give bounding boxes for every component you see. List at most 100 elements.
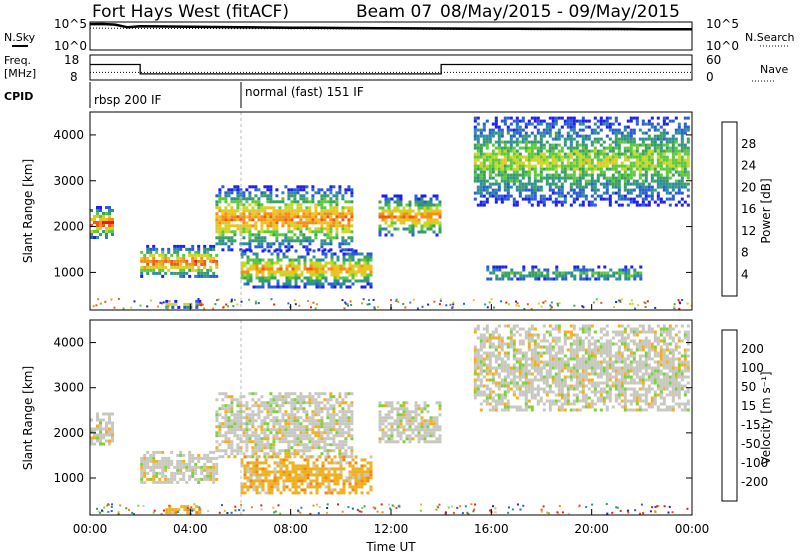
data-cell <box>188 477 192 481</box>
data-cell <box>635 203 639 207</box>
data-cell <box>488 378 492 382</box>
data-cell <box>635 194 639 198</box>
data-cell <box>242 197 246 201</box>
data-cell <box>266 413 270 417</box>
data-cell <box>566 116 570 120</box>
data-cell <box>257 407 261 411</box>
data-cell <box>629 176 633 180</box>
data-cell <box>659 197 663 201</box>
data-cell <box>305 428 309 432</box>
data-cell <box>218 188 222 192</box>
data-cell <box>297 467 301 471</box>
data-cell <box>494 348 498 352</box>
data-cell <box>105 439 108 443</box>
data-cell <box>296 449 300 453</box>
data-cell <box>255 473 259 477</box>
data-cell <box>608 125 612 129</box>
data-cell <box>426 206 430 210</box>
data-cell <box>108 221 111 224</box>
data-cell <box>530 203 534 207</box>
data-cell <box>381 212 385 216</box>
data-cell <box>482 342 486 346</box>
data-cell <box>417 422 421 426</box>
data-cell <box>140 265 144 269</box>
data-cell <box>351 458 355 462</box>
data-cell <box>188 468 192 472</box>
data-cell <box>263 446 267 450</box>
data-cell <box>185 259 189 263</box>
nave-label: Nave <box>760 63 788 76</box>
data-cell <box>506 336 510 340</box>
data-cell <box>267 479 271 483</box>
data-cell <box>243 273 247 277</box>
data-cell <box>545 167 549 171</box>
data-cell <box>345 270 349 274</box>
data-cell <box>335 197 339 201</box>
data-cell <box>221 236 225 240</box>
data-cell <box>509 381 513 385</box>
scatter-cell <box>130 306 133 309</box>
data-cell <box>491 176 495 180</box>
data-cell <box>309 482 313 486</box>
data-cell <box>221 398 225 402</box>
data-cell <box>267 488 271 492</box>
data-cell <box>503 393 507 397</box>
data-cell <box>360 470 364 474</box>
data-cell <box>578 152 582 156</box>
data-cell <box>146 271 150 275</box>
data-cell <box>399 437 403 441</box>
data-cell <box>524 134 528 138</box>
data-cell <box>479 378 483 382</box>
data-cell <box>261 258 265 262</box>
data-cell <box>320 239 324 243</box>
data-cell <box>354 485 358 489</box>
data-cell <box>390 422 394 426</box>
scatter-cell <box>395 298 398 301</box>
data-cell <box>99 233 102 236</box>
data-cell <box>590 200 594 204</box>
data-cell <box>149 250 153 254</box>
data-cell <box>299 197 303 201</box>
data-cell <box>644 173 648 177</box>
data-cell <box>236 224 240 228</box>
data-cell <box>411 209 415 213</box>
data-cell <box>417 230 421 234</box>
scatter-cell <box>508 303 510 306</box>
data-cell <box>339 476 343 480</box>
data-cell <box>569 203 573 207</box>
data-cell <box>261 482 265 486</box>
data-cell <box>560 188 564 192</box>
data-cell <box>252 285 256 289</box>
data-cell <box>152 456 156 460</box>
data-cell <box>282 285 286 289</box>
data-cell <box>320 452 324 456</box>
data-cell <box>593 182 597 186</box>
data-cell <box>608 128 612 132</box>
data-cell <box>212 271 216 275</box>
data-cell <box>491 345 495 349</box>
data-cell <box>638 161 642 165</box>
data-cell <box>161 468 165 472</box>
scatter-cell <box>341 299 344 302</box>
data-cell <box>402 410 406 414</box>
data-cell <box>503 324 507 328</box>
data-cell <box>432 194 436 198</box>
data-cell <box>233 398 237 402</box>
data-cell <box>482 152 486 156</box>
data-cell <box>572 146 576 150</box>
data-cell <box>284 428 288 432</box>
scatter-cell <box>225 303 228 306</box>
data-cell <box>476 372 480 376</box>
data-cell <box>405 434 409 438</box>
data-cell <box>300 473 304 477</box>
data-cell <box>287 428 291 432</box>
data-cell <box>350 206 354 210</box>
data-cell <box>509 116 513 120</box>
data-cell <box>656 173 660 177</box>
data-cell <box>545 173 549 177</box>
data-cell <box>321 476 325 480</box>
data-cell <box>257 236 261 240</box>
data-cell <box>623 167 627 171</box>
data-cell <box>575 155 579 159</box>
data-cell <box>111 224 114 227</box>
